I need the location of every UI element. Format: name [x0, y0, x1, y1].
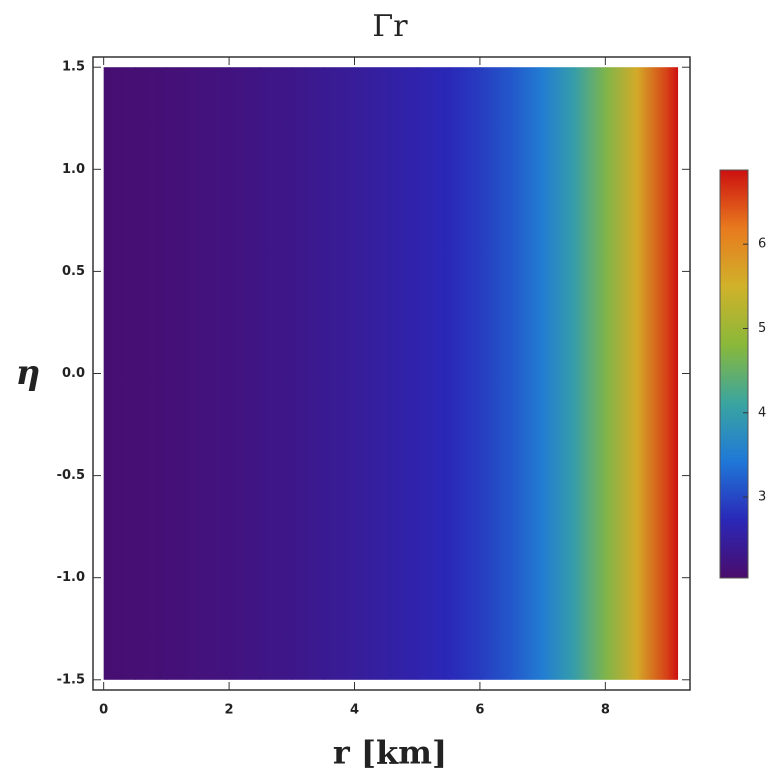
colorbar	[719, 169, 749, 579]
density-cell	[605, 67, 638, 680]
density-cell	[385, 67, 418, 680]
density-cell	[417, 67, 450, 680]
density-cell	[229, 67, 262, 680]
colorbar-tick-label: 3	[758, 490, 766, 505]
density-cell	[511, 67, 544, 680]
y-tick-label: 1.0	[62, 162, 85, 177]
density-cell	[542, 67, 575, 680]
y-tick-label: 0.0	[62, 366, 85, 381]
density-cell	[479, 67, 512, 680]
density-cell	[448, 67, 481, 680]
y-tick-label: -0.5	[57, 468, 85, 483]
colorbar-tick-label: 4	[758, 405, 766, 420]
density-cell	[354, 67, 387, 680]
y-tick-label: 1.5	[62, 60, 85, 75]
chart-title: Γr	[372, 9, 408, 44]
x-axis-label: r [km]	[333, 734, 447, 772]
density-cell	[197, 67, 230, 680]
y-tick-label: -1.5	[57, 672, 85, 687]
density-cell	[323, 67, 356, 680]
y-tick-label: -1.0	[57, 570, 85, 585]
density-cell	[636, 67, 669, 680]
density-cell	[103, 67, 136, 680]
density-cell	[166, 67, 199, 680]
density-cell	[260, 67, 293, 680]
density-cell	[135, 67, 167, 680]
colorbar-tick-label: 6	[758, 237, 766, 252]
x-tick-label: 8	[601, 703, 610, 718]
density-cell	[291, 67, 324, 680]
y-axis-label: η	[16, 353, 41, 393]
x-tick-label: 0	[99, 703, 108, 718]
density-cell	[668, 67, 679, 680]
x-tick-label: 4	[350, 703, 359, 718]
y-tick-label: 0.5	[62, 264, 85, 279]
x-tick-label: 6	[475, 703, 484, 718]
density-cell	[573, 67, 606, 680]
x-tick-label: 2	[225, 703, 234, 718]
colorbar-tick-label: 5	[758, 321, 766, 336]
